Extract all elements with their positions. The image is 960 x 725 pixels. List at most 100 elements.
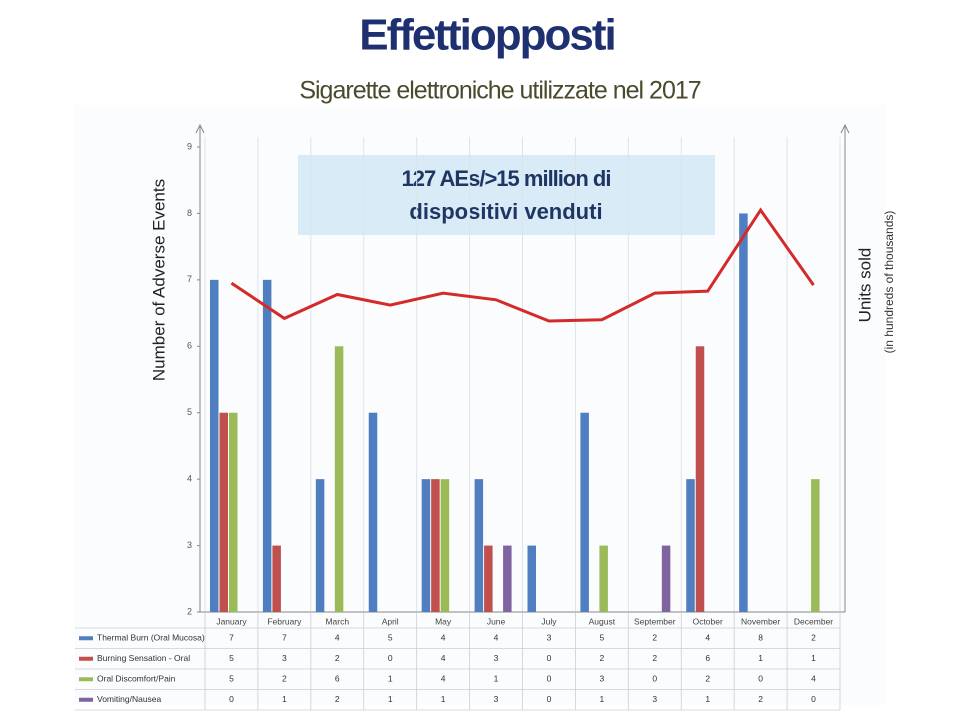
y-tick-label: 6 bbox=[187, 341, 192, 351]
y-tick-label: 4 bbox=[187, 474, 192, 484]
annotation: 127 AEs/>15 million di bbox=[402, 166, 611, 191]
bar bbox=[334, 346, 344, 612]
table-value: 3 bbox=[600, 674, 605, 684]
table-value: 5 bbox=[388, 633, 393, 643]
table-value: 2 bbox=[652, 633, 657, 643]
chart-title: Effettiopposti bbox=[359, 11, 615, 60]
table-value: 6 bbox=[705, 653, 710, 663]
bar bbox=[219, 412, 228, 612]
y-tick-label: 9 bbox=[187, 141, 192, 151]
bar bbox=[431, 479, 440, 612]
units-line bbox=[230, 207, 815, 323]
table-value: 3 bbox=[652, 694, 657, 704]
table-value: 4 bbox=[441, 653, 446, 663]
bar bbox=[484, 545, 493, 612]
x-tick-label: December bbox=[794, 616, 833, 626]
table-value: 0 bbox=[388, 653, 393, 663]
table-value: 4 bbox=[705, 633, 710, 643]
table-value: 8 bbox=[758, 633, 763, 643]
bar bbox=[661, 545, 671, 612]
x-tick-label: May bbox=[435, 616, 452, 626]
table-value: 7 bbox=[282, 633, 287, 643]
legend-label: Vomiting/Nausea bbox=[97, 694, 162, 704]
table-value: 6 bbox=[335, 674, 340, 684]
table-value: 1 bbox=[705, 694, 710, 704]
bar bbox=[527, 545, 536, 612]
bar bbox=[315, 479, 325, 612]
table-value: 3 bbox=[547, 633, 552, 643]
table-value: 4 bbox=[335, 633, 340, 643]
bar bbox=[262, 279, 272, 612]
annotation-box bbox=[298, 155, 715, 235]
bar bbox=[229, 412, 238, 612]
table-value: 1 bbox=[282, 694, 287, 704]
table-value: 0 bbox=[229, 694, 234, 704]
bar bbox=[368, 412, 378, 612]
legend-swatch bbox=[79, 656, 93, 661]
table-value: 4 bbox=[811, 674, 816, 684]
table-value: 3 bbox=[282, 653, 287, 663]
table-value: 0 bbox=[758, 674, 763, 684]
legend-label: Burning Sensation - Oral bbox=[97, 653, 190, 663]
bar bbox=[695, 346, 705, 612]
table-value: 1 bbox=[388, 674, 393, 684]
table-value: 1 bbox=[388, 694, 393, 704]
chart-subtitle: Sigarette elettroniche utilizzate nel 20… bbox=[299, 77, 700, 105]
legend-label: Thermal Burn (Oral Mucosa) bbox=[97, 633, 205, 643]
legend-label: Oral Discomfort/Pain bbox=[97, 674, 176, 684]
table-value: 2 bbox=[758, 694, 763, 704]
bar bbox=[272, 545, 281, 612]
table-value: 3 bbox=[494, 653, 499, 663]
x-tick-label: March bbox=[325, 616, 349, 626]
table-value: 3 bbox=[494, 694, 499, 704]
table-value: 0 bbox=[547, 653, 552, 663]
x-tick-label: June bbox=[487, 616, 506, 626]
table-value: 4 bbox=[494, 633, 499, 643]
y-tick-label: 7 bbox=[187, 274, 192, 284]
table-value: 7 bbox=[229, 633, 234, 643]
table-value: 1 bbox=[600, 694, 605, 704]
bar bbox=[440, 479, 450, 612]
y2-axis-sublabel: (in hundreds of thousands) bbox=[882, 211, 896, 354]
table-value: 2 bbox=[600, 653, 605, 663]
table-value: 0 bbox=[652, 674, 657, 684]
bar bbox=[686, 479, 695, 612]
table-value: 2 bbox=[335, 653, 340, 663]
legend-swatch bbox=[79, 636, 93, 641]
y-axis-arrow bbox=[195, 123, 205, 134]
table-value: 2 bbox=[335, 694, 340, 704]
x-tick-label: November bbox=[741, 616, 780, 626]
table-value: 2 bbox=[705, 674, 710, 684]
y2-axis-label: Units sold bbox=[855, 248, 874, 323]
table-value: 1 bbox=[441, 694, 446, 704]
table-value: 2 bbox=[282, 674, 287, 684]
table-value: 1 bbox=[811, 653, 816, 663]
table-value: 5 bbox=[229, 653, 234, 663]
legend-swatch bbox=[79, 697, 93, 702]
y-tick-label: 5 bbox=[187, 407, 192, 417]
bar bbox=[421, 479, 431, 612]
y-tick-label: 8 bbox=[187, 208, 192, 218]
table-value: 0 bbox=[811, 694, 816, 704]
table-value: 5 bbox=[229, 674, 234, 684]
table-value: 1 bbox=[494, 674, 499, 684]
table-value: 1 bbox=[758, 653, 763, 663]
bar bbox=[599, 545, 608, 612]
table-value: 2 bbox=[652, 653, 657, 663]
x-tick-label: October bbox=[693, 616, 723, 626]
y-axis-label: Number of Adverse Events bbox=[149, 179, 168, 381]
y-tick-label: 3 bbox=[187, 540, 192, 550]
annotation: dispositivi venduti bbox=[409, 199, 602, 224]
bar bbox=[580, 412, 589, 612]
table-value: 2 bbox=[811, 633, 816, 643]
table-value: 5 bbox=[600, 633, 605, 643]
legend-swatch bbox=[79, 677, 93, 682]
table-value: 0 bbox=[547, 674, 552, 684]
x-tick-label: September bbox=[634, 616, 676, 626]
x-tick-label: January bbox=[216, 616, 247, 626]
y-tick-label: 2 bbox=[187, 606, 192, 616]
x-tick-label: April bbox=[382, 616, 399, 626]
bar bbox=[739, 213, 748, 612]
